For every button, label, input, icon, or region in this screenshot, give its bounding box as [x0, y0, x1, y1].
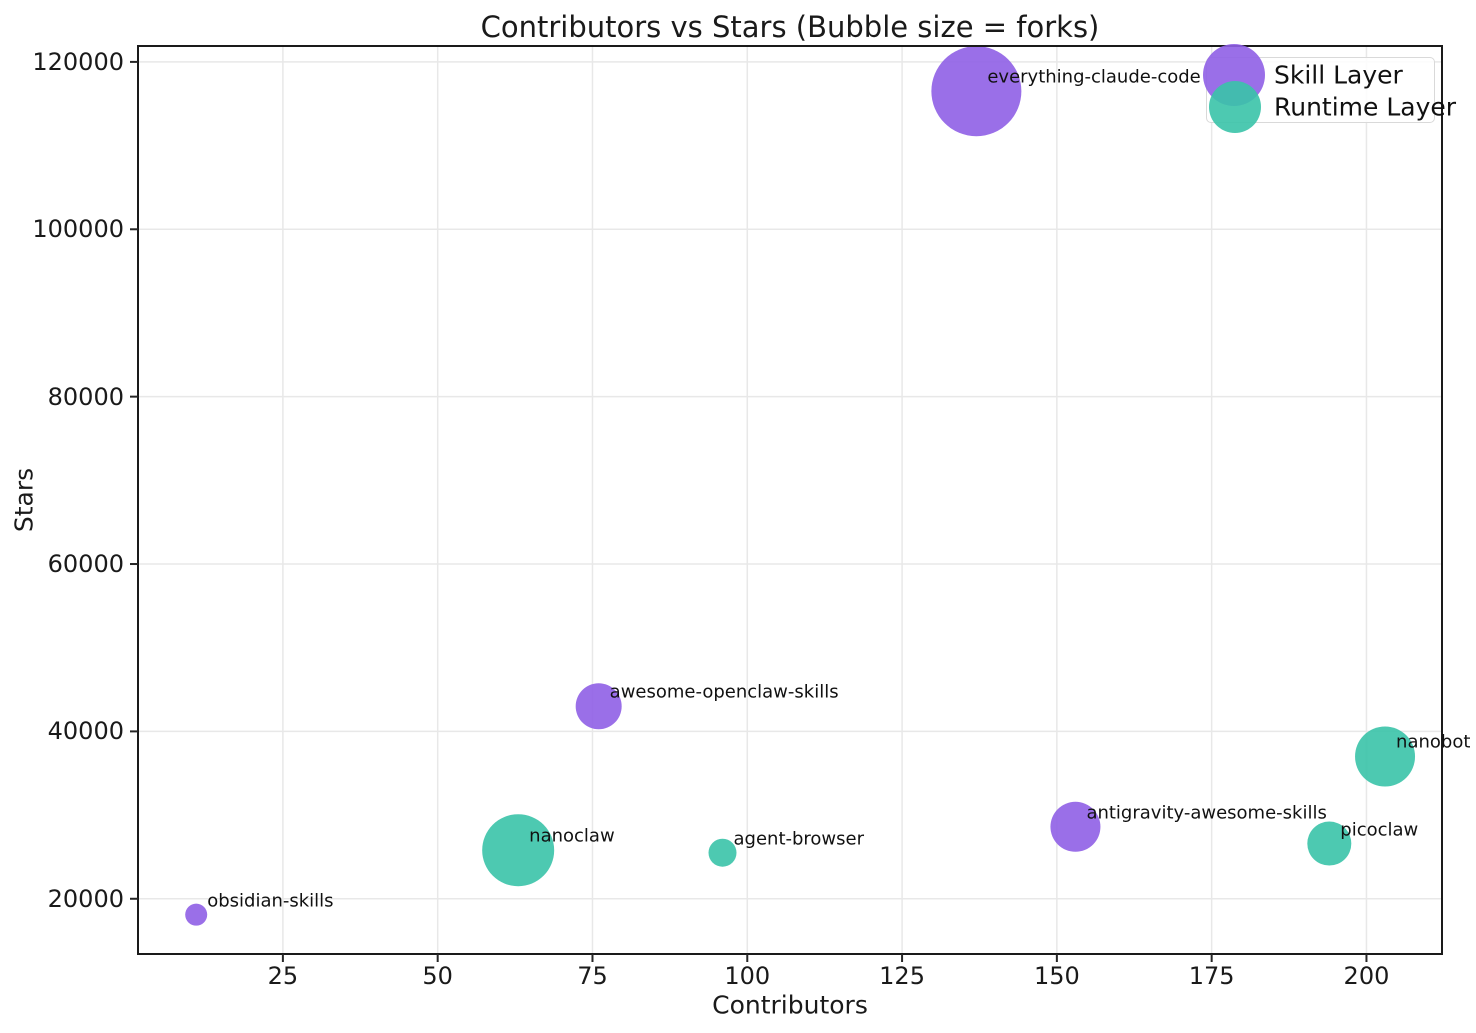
bubble-nanoclaw — [482, 814, 555, 887]
bubble-agent-browser — [708, 838, 737, 867]
point-label: antigravity-awesome-skills — [1086, 802, 1327, 824]
bubble-awesome-openclaw-skills — [575, 683, 622, 730]
point-label: nanoclaw — [529, 825, 615, 847]
x-tick-label: 125 — [879, 962, 925, 990]
point-label: everything-claude-code — [987, 66, 1201, 88]
point-label: agent-browser — [733, 828, 865, 850]
x-tick-label: 200 — [1343, 962, 1390, 990]
bubble-picoclaw — [1307, 821, 1352, 866]
legend-label-skill-layer: Skill Layer — [1274, 60, 1403, 90]
x-tick-label: 150 — [1033, 962, 1080, 990]
point-label: obsidian-skills — [207, 890, 334, 912]
y-tick-label: 20000 — [47, 884, 124, 913]
bubble-obsidian-skills — [185, 903, 208, 926]
chart-title: Contributors vs Stars (Bubble size = for… — [480, 10, 1100, 44]
y-tick-label: 80000 — [47, 382, 124, 411]
x-tick-label: 50 — [422, 962, 453, 990]
y-tick-label: 40000 — [47, 717, 124, 746]
legend-marker-runtime-layer — [1209, 81, 1261, 133]
bubble-everything-claude-code — [931, 46, 1022, 137]
x-axis-title: Contributors — [712, 990, 868, 1020]
x-tick-label: 75 — [577, 962, 608, 990]
x-tick-label: 175 — [1188, 962, 1235, 990]
y-tick-label: 120000 — [32, 47, 124, 76]
x-tick-label: 25 — [267, 962, 299, 990]
legend-label-runtime-layer: Runtime Layer — [1274, 92, 1457, 122]
point-label: nanobot — [1396, 731, 1471, 753]
y-tick-label: 100000 — [32, 215, 124, 244]
point-label: awesome-openclaw-skills — [609, 681, 839, 703]
bubble-nanobot — [1355, 726, 1416, 787]
point-label: picoclaw — [1340, 819, 1419, 841]
bubble-antigravity-awesome-skills — [1050, 801, 1101, 852]
x-tick-label: 100 — [724, 962, 771, 990]
y-tick-label: 60000 — [47, 550, 124, 579]
y-axis-title: Stars — [9, 467, 39, 533]
